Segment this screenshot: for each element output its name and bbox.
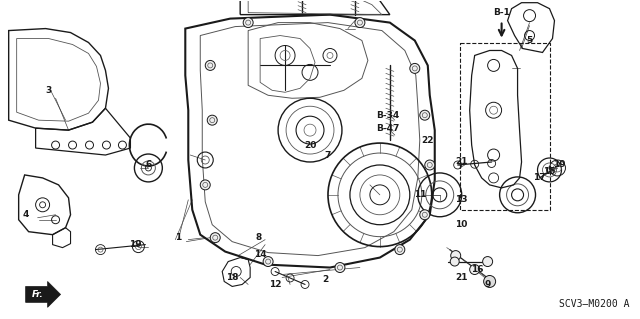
Text: 4: 4 — [22, 210, 29, 219]
Circle shape — [410, 63, 420, 73]
Circle shape — [355, 18, 365, 27]
Text: 10: 10 — [456, 220, 468, 229]
Circle shape — [484, 276, 495, 287]
Text: 21: 21 — [456, 273, 468, 282]
Text: 13: 13 — [456, 195, 468, 204]
Text: B-34: B-34 — [376, 111, 399, 120]
Text: 8: 8 — [255, 233, 261, 242]
Text: 16: 16 — [472, 265, 484, 274]
Text: 17: 17 — [533, 174, 546, 182]
Circle shape — [420, 110, 430, 120]
Circle shape — [425, 160, 435, 170]
Text: 7: 7 — [324, 151, 331, 160]
Text: 9: 9 — [484, 280, 491, 289]
Circle shape — [420, 210, 430, 220]
Text: 18: 18 — [226, 273, 239, 282]
Text: 19: 19 — [129, 240, 141, 249]
Text: Fr.: Fr. — [32, 290, 44, 299]
Circle shape — [210, 233, 220, 243]
Circle shape — [483, 256, 493, 267]
Circle shape — [205, 60, 215, 70]
Text: 14: 14 — [254, 250, 266, 259]
Circle shape — [243, 18, 253, 27]
Text: 20: 20 — [304, 141, 316, 150]
Circle shape — [263, 256, 273, 267]
Text: B-1: B-1 — [493, 8, 510, 17]
Circle shape — [470, 264, 479, 274]
Text: 12: 12 — [269, 280, 282, 289]
Text: B-47: B-47 — [376, 124, 399, 133]
Text: 5: 5 — [527, 36, 532, 45]
Circle shape — [200, 180, 210, 190]
Circle shape — [450, 257, 459, 266]
Polygon shape — [26, 281, 61, 307]
Text: 2: 2 — [322, 275, 328, 284]
Text: 19: 19 — [553, 160, 566, 169]
Text: 15: 15 — [543, 167, 556, 176]
Circle shape — [207, 115, 217, 125]
Text: 3: 3 — [45, 86, 52, 95]
Circle shape — [395, 245, 405, 255]
Text: 11: 11 — [413, 190, 426, 199]
Text: 22: 22 — [422, 136, 434, 145]
Text: SCV3–M0200 A: SCV3–M0200 A — [559, 299, 629, 309]
Circle shape — [451, 251, 461, 261]
Text: 1: 1 — [175, 233, 181, 242]
Circle shape — [335, 263, 345, 272]
Bar — [460, 42, 550, 210]
Text: 6: 6 — [145, 160, 152, 169]
Text: 21: 21 — [456, 158, 468, 167]
